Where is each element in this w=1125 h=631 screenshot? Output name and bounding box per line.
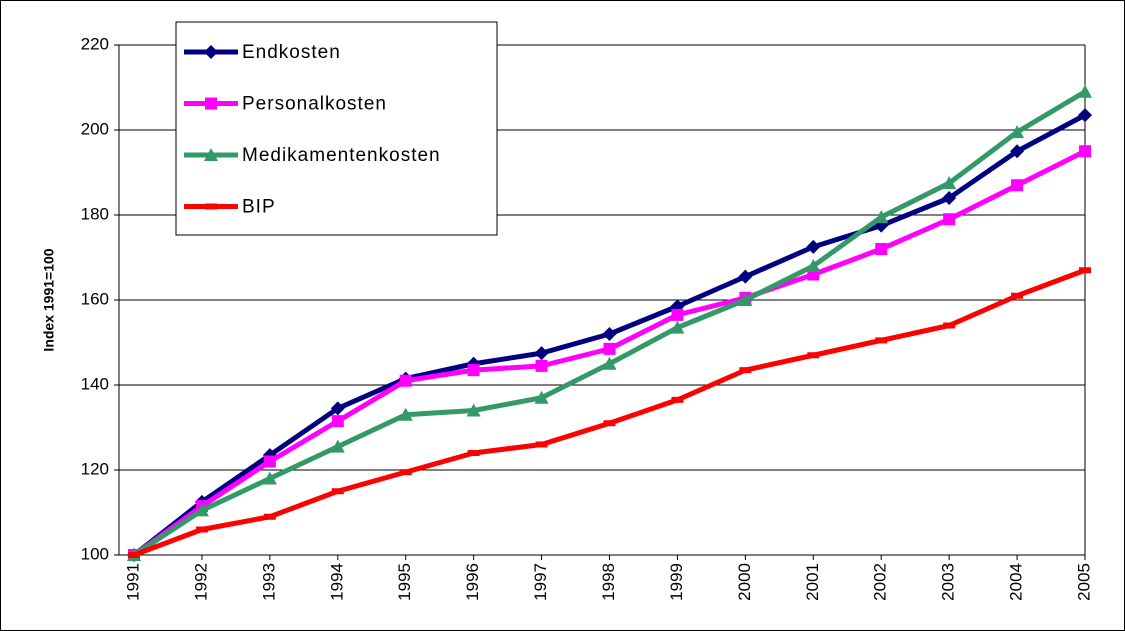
y-tick-label: 140 xyxy=(81,374,109,393)
marker xyxy=(874,210,889,224)
legend-label: Personalkosten xyxy=(242,94,387,115)
marker xyxy=(331,488,344,495)
marker xyxy=(1010,144,1025,159)
marker xyxy=(195,526,208,533)
x-tick-label: 1992 xyxy=(191,563,210,601)
marker xyxy=(602,327,617,341)
marker xyxy=(942,191,957,205)
x-tick-label: 2002 xyxy=(871,563,890,601)
marker xyxy=(875,337,888,344)
marker xyxy=(466,403,481,417)
x-tick-label: 1991 xyxy=(123,563,142,601)
marker xyxy=(603,342,616,355)
marker xyxy=(331,415,344,428)
marker xyxy=(1079,145,1091,158)
marker xyxy=(534,346,549,361)
marker xyxy=(875,243,888,255)
marker xyxy=(738,269,753,284)
x-tick-label: 2004 xyxy=(1007,563,1026,601)
marker xyxy=(399,374,412,387)
x-tick-label: 1993 xyxy=(259,563,278,601)
marker xyxy=(263,513,276,520)
marker xyxy=(671,308,684,321)
marker xyxy=(738,293,753,306)
x-tick-label: 1996 xyxy=(463,563,482,601)
marker xyxy=(806,259,821,272)
x-tick-label: 1995 xyxy=(395,563,414,601)
marker xyxy=(204,45,218,59)
y-tick-label: 180 xyxy=(81,204,109,223)
marker xyxy=(602,356,617,370)
marker xyxy=(671,396,684,403)
x-tick-label: 1994 xyxy=(327,563,346,601)
marker xyxy=(1079,267,1091,274)
x-tick-label: 2000 xyxy=(735,563,754,601)
marker xyxy=(330,439,345,453)
y-tick-label: 200 xyxy=(81,119,109,138)
marker xyxy=(535,359,548,372)
marker xyxy=(943,322,956,329)
marker xyxy=(205,203,217,210)
x-tick-label: 2001 xyxy=(803,563,822,601)
legend-label: BIP xyxy=(242,197,276,218)
legend-label: Medikamentenkosten xyxy=(242,145,441,166)
marker xyxy=(1011,292,1024,299)
x-tick-label: 2003 xyxy=(939,563,958,601)
marker xyxy=(128,552,140,558)
y-tick-label: 160 xyxy=(81,289,109,308)
marker xyxy=(943,213,956,226)
marker xyxy=(1078,108,1092,123)
marker xyxy=(205,97,217,110)
marker xyxy=(534,390,549,404)
marker xyxy=(398,407,413,421)
marker xyxy=(204,148,218,161)
y-tick-label: 100 xyxy=(81,544,109,563)
marker xyxy=(194,503,209,517)
legend-label: Endkosten xyxy=(242,42,341,63)
y-tick-label: 220 xyxy=(81,34,109,53)
x-tick-label: 1997 xyxy=(531,563,550,601)
marker xyxy=(1078,84,1092,98)
marker xyxy=(942,176,957,190)
marker xyxy=(603,420,616,427)
marker xyxy=(467,364,480,377)
marker xyxy=(670,320,685,334)
marker xyxy=(467,450,480,456)
x-tick-label: 1998 xyxy=(599,563,618,601)
marker xyxy=(330,401,345,416)
marker xyxy=(739,367,752,374)
marker xyxy=(806,239,821,254)
marker xyxy=(535,441,548,448)
marker xyxy=(1010,125,1025,139)
marker xyxy=(262,471,277,485)
marker xyxy=(1011,179,1024,192)
x-tick-label: 2005 xyxy=(1074,563,1093,601)
marker xyxy=(263,455,276,468)
x-tick-label: 1999 xyxy=(667,563,686,601)
legend-box xyxy=(175,21,498,236)
marker xyxy=(807,352,820,359)
y-axis-label: Index 1991=100 xyxy=(41,248,57,351)
marker xyxy=(399,469,412,476)
y-tick-label: 120 xyxy=(81,459,109,478)
